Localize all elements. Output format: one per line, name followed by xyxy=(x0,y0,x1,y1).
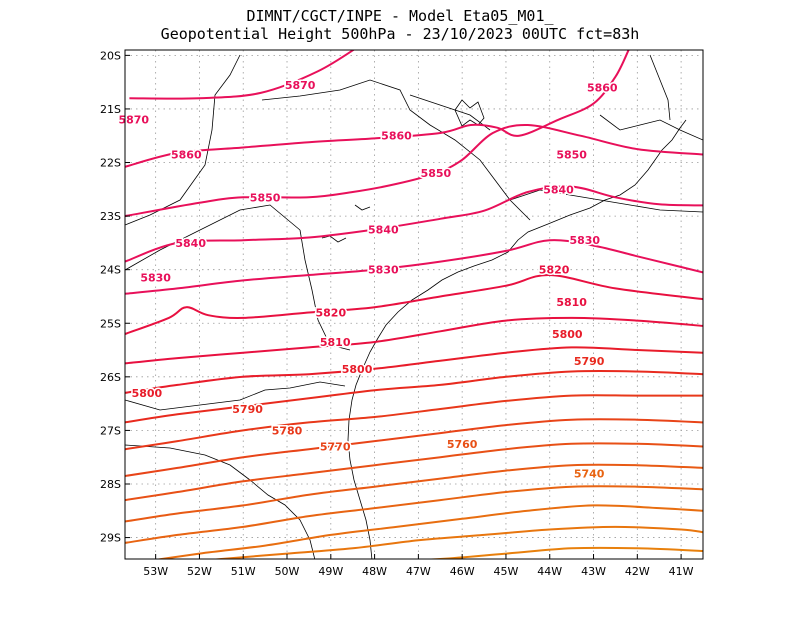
contour-label-5790: 5790 xyxy=(574,355,605,368)
contour-line-5740 xyxy=(125,485,703,544)
x-tick-label: 53W xyxy=(143,565,168,578)
contour-lines xyxy=(125,50,703,559)
lake xyxy=(321,235,347,243)
y-tick-label: 26S xyxy=(100,371,121,384)
contour-line-5800 xyxy=(125,346,703,394)
chart-title-line1: DIMNT/CGCT/INPE - Model Eta05_M01_ xyxy=(246,7,554,25)
contour-label-5850: 5850 xyxy=(556,148,587,161)
lake xyxy=(454,99,485,127)
contour-label-5870: 5870 xyxy=(118,114,149,127)
x-tick-label: 48W xyxy=(362,565,387,578)
y-tick-label: 27S xyxy=(100,424,121,437)
contour-line-5790 xyxy=(125,369,703,424)
contour-label-5790: 5790 xyxy=(232,403,263,416)
x-axis: 53W 52W 51W 50W 49W 48W 47W 46W 45W 44W 43W 42W 41W xyxy=(143,554,694,578)
contour-label-5840: 5840 xyxy=(368,223,399,236)
contour-line-5840 xyxy=(125,185,703,263)
contour-line-5710 xyxy=(420,546,703,559)
contour-line-5750 xyxy=(125,463,703,523)
y-tick-label: 22S xyxy=(100,157,121,170)
y-tick-label: 24S xyxy=(100,264,121,277)
coastline-map xyxy=(125,54,703,559)
contour-label-5860: 5860 xyxy=(381,130,412,143)
contour-label-5780: 5780 xyxy=(272,424,303,437)
contour-labels: 5870 5870 5860 5860 5860 5850 5850 5850 5840 5840… xyxy=(117,77,619,481)
contour-label-5830: 5830 xyxy=(140,272,171,285)
contour-label-5800: 5800 xyxy=(132,387,163,400)
contour-label-5820: 5820 xyxy=(539,264,570,277)
contour-line-5820 xyxy=(125,273,703,335)
contour-line-5860 xyxy=(125,50,630,168)
contour-label-5850: 5850 xyxy=(250,191,281,204)
state-border xyxy=(125,54,241,226)
contour-label-5770: 5770 xyxy=(320,440,351,453)
contour-line-5780 xyxy=(125,394,703,451)
state-border xyxy=(125,444,316,559)
contour-line-5850 xyxy=(125,123,703,218)
contour-label-5830: 5830 xyxy=(569,234,600,247)
contour-label-5860: 5860 xyxy=(171,148,202,161)
contour-label-5870: 5870 xyxy=(285,79,316,92)
x-tick-label: 46W xyxy=(450,565,475,578)
y-tick-label: 25S xyxy=(100,317,121,330)
contour-line-5760 xyxy=(125,442,703,502)
contour-label-5740: 5740 xyxy=(574,467,605,480)
state-border xyxy=(509,189,703,213)
y-tick-label: 23S xyxy=(100,210,121,223)
y-tick-label: 28S xyxy=(100,478,121,491)
state-border xyxy=(299,229,351,351)
coastline xyxy=(347,119,687,559)
x-tick-label: 45W xyxy=(494,565,519,578)
state-border xyxy=(599,114,703,141)
x-tick-label: 47W xyxy=(406,565,431,578)
x-tick-label: 44W xyxy=(537,565,562,578)
state-border xyxy=(125,381,346,411)
contour-label-5830: 5830 xyxy=(368,264,399,277)
x-tick-label: 50W xyxy=(275,565,300,578)
x-tick-label: 41W xyxy=(669,565,694,578)
contour-line-5810 xyxy=(125,316,703,365)
contour-label-5760: 5760 xyxy=(447,438,478,451)
contour-label-5810: 5810 xyxy=(320,336,351,349)
x-tick-label: 43W xyxy=(581,565,606,578)
x-tick-label: 49W xyxy=(318,565,343,578)
state-border xyxy=(649,54,671,121)
contour-label-5850: 5850 xyxy=(421,167,452,180)
contour-line-5720 xyxy=(210,525,703,559)
contour-label-5820: 5820 xyxy=(315,307,346,320)
contour-label-5860: 5860 xyxy=(587,82,618,95)
contour-line-5830 xyxy=(125,239,703,295)
contour-line-5730 xyxy=(154,504,703,559)
contour-label-5840: 5840 xyxy=(543,183,574,196)
plot-frame xyxy=(124,49,704,560)
lake xyxy=(354,204,371,211)
y-tick-label: 29S xyxy=(100,532,121,545)
contour-line-5870 xyxy=(129,50,356,100)
contour-line-5770 xyxy=(125,418,703,477)
chart-title-line2: Geopotential Height 500hPa - 23/10/2023 … xyxy=(160,25,640,43)
y-tick-label: 21S xyxy=(100,103,121,116)
x-tick-label: 52W xyxy=(187,565,212,578)
contour-label-5800: 5800 xyxy=(552,328,583,341)
x-tick-label: 42W xyxy=(625,565,650,578)
state-border xyxy=(125,204,301,271)
state-border xyxy=(261,79,531,221)
y-axis: 20S 21S 22S 23S 24S 25S 26S 27S 28S 29S xyxy=(100,49,130,545)
contour-label-5840: 5840 xyxy=(175,237,206,250)
grid-lines xyxy=(125,50,703,559)
contour-label-5800: 5800 xyxy=(342,363,373,376)
x-tick-label: 51W xyxy=(231,565,256,578)
contour-label-5810: 5810 xyxy=(556,296,587,309)
y-tick-label: 20S xyxy=(100,49,121,62)
